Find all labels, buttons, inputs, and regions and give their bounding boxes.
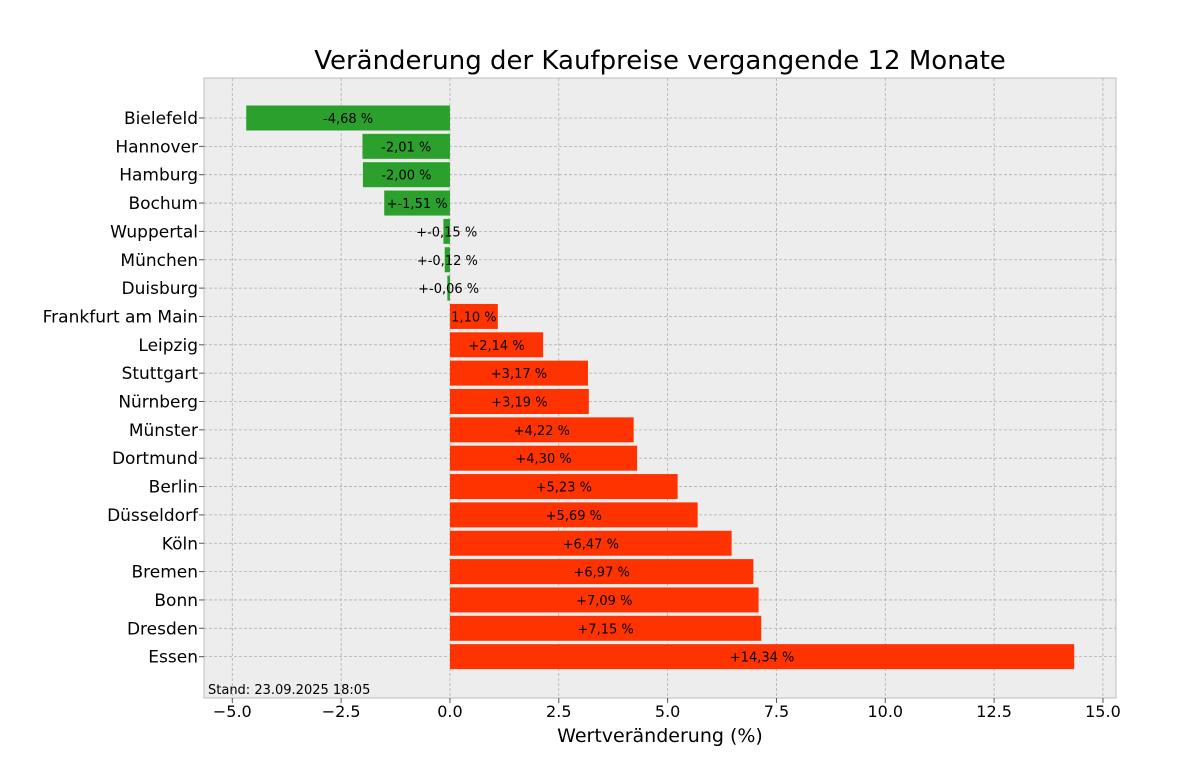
bar: [384, 190, 450, 216]
bar: [449, 360, 588, 386]
bar: [362, 162, 450, 188]
bar: [449, 445, 638, 471]
category-label: Münster: [129, 421, 198, 441]
bar: [449, 615, 762, 641]
category-label: Hamburg: [119, 166, 198, 186]
category-label: Düsseldorf: [107, 506, 199, 526]
category-label: Dresden: [127, 619, 198, 639]
bar: [449, 530, 732, 556]
bars: [246, 105, 1075, 670]
bar-value-label: +4,30 %: [515, 452, 571, 467]
x-tick-label: −5.0: [213, 702, 252, 721]
category-label: Dortmund: [112, 449, 198, 469]
bar-value-label: +5,69 %: [546, 509, 602, 524]
bar: [444, 247, 450, 273]
bar: [449, 587, 759, 613]
bar-value-label: +-1,51 %: [387, 197, 448, 212]
category-label: Bochum: [128, 194, 198, 214]
bar: [449, 417, 634, 443]
category-label: Frankfurt am Main: [43, 307, 198, 327]
bar: [362, 133, 450, 159]
bar: [449, 502, 698, 528]
category-label: München: [120, 251, 198, 271]
bar: [449, 644, 1075, 670]
x-tick-label: 7.5: [764, 702, 789, 721]
bar-value-label: +5,23 %: [536, 481, 592, 496]
bar-value-label: +-0,15 %: [416, 225, 477, 240]
category-label: Bielefeld: [124, 109, 198, 129]
x-tick-label: 2.5: [546, 702, 571, 721]
category-label: Bremen: [131, 563, 198, 583]
category-label: Köln: [162, 534, 198, 554]
bar: [447, 275, 450, 301]
bar: [246, 105, 450, 131]
category-label: Essen: [148, 648, 198, 668]
x-axis-label: Wertveränderung (%): [557, 725, 763, 747]
x-tick-label: 5.0: [655, 702, 680, 721]
category-label: Duisburg: [122, 279, 199, 299]
bar-value-label: +14,34 %: [730, 651, 795, 666]
category-label: Nürnberg: [118, 393, 198, 413]
category-label: Berlin: [149, 478, 198, 498]
bar-value-label: +7,09 %: [576, 594, 632, 609]
bar-value-labels: -4,68 % -2,01 % -2,00 % +-1,51 % +-0,15 % +-0…: [323, 112, 794, 666]
category-label: Hannover: [115, 137, 198, 157]
bar-value-label: +7,15 %: [577, 622, 633, 637]
x-tick-label: 10.0: [867, 702, 903, 721]
bar-value-label: +3,17 %: [491, 367, 547, 382]
category-label: Wuppertal: [110, 222, 198, 242]
bar-value-label: -2,01 %: [381, 140, 431, 155]
bar-value-label: +6,47 %: [563, 537, 619, 552]
bar-value-label: +-0,06 %: [418, 282, 479, 297]
bar: [443, 218, 450, 244]
bar: [449, 474, 678, 500]
bar-value-label: +4,22 %: [514, 424, 570, 439]
x-tick-label: −2.5: [322, 702, 361, 721]
bar-value-label: +-0,12 %: [417, 254, 478, 269]
y-axis-categories: Bielefeld Hannover Hamburg Bochum Wuppertal M…: [43, 109, 204, 668]
bar-value-label: -4,68 %: [323, 112, 373, 127]
bar-value-label: +6,97 %: [574, 566, 630, 581]
category-label: Leipzig: [138, 336, 198, 356]
bar-value-label: +2,14 %: [468, 339, 524, 354]
bar-value-label: -2,00 %: [381, 169, 431, 184]
footnote-timestamp: Stand: 23.09.2025 18:05: [208, 683, 370, 698]
chart-title: Veränderung der Kaufpreise vergangende 1…: [314, 46, 1006, 76]
category-label: Bonn: [154, 591, 198, 611]
bar-value-label: 1,10 %: [451, 310, 496, 325]
bar: [449, 559, 754, 585]
x-tick-label: 12.5: [976, 702, 1012, 721]
x-tick-label: 15.0: [1085, 702, 1121, 721]
bar: [449, 303, 498, 329]
bar: [449, 389, 589, 414]
x-tick-label: 0.0: [437, 702, 462, 721]
bar: [449, 332, 544, 358]
category-label: Stuttgart: [122, 364, 199, 384]
bar-value-label: +3,19 %: [491, 396, 547, 411]
x-axis-ticks: −5.0 −2.5 0.0 2.5 5.0 7.5 10.0 12.5 15.0: [213, 698, 1121, 721]
